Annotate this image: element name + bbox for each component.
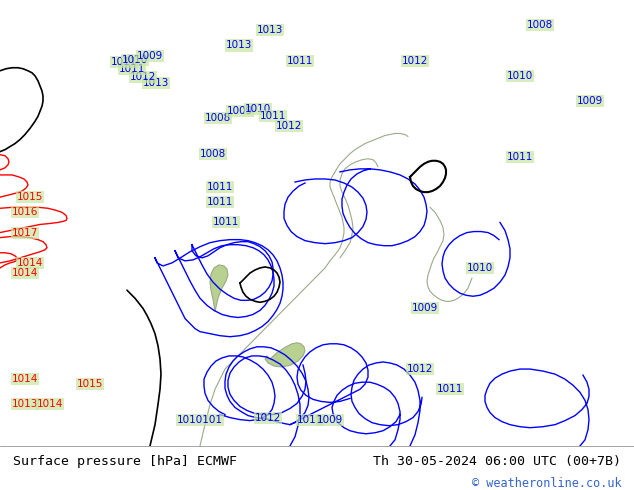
Polygon shape (210, 265, 228, 312)
Text: 1012: 1012 (402, 56, 428, 66)
Polygon shape (265, 343, 305, 367)
Text: 1013: 1013 (226, 41, 252, 50)
Text: 1008: 1008 (527, 20, 553, 30)
Text: Th 30-05-2024 06:00 UTC (00+7B): Th 30-05-2024 06:00 UTC (00+7B) (373, 455, 621, 468)
Text: 1009: 1009 (412, 303, 438, 314)
Text: 1011: 1011 (260, 111, 286, 122)
Text: 1009: 1009 (577, 96, 603, 106)
Text: 1015: 1015 (77, 379, 103, 389)
Text: 1011: 1011 (207, 197, 233, 207)
Text: 1014: 1014 (12, 268, 38, 278)
Text: Surface pressure [hPa] ECMWF: Surface pressure [hPa] ECMWF (13, 455, 236, 468)
Text: 1012: 1012 (276, 122, 302, 131)
Text: 1011: 1011 (111, 57, 137, 67)
Text: 1011: 1011 (119, 64, 145, 74)
Text: 1011: 1011 (437, 384, 463, 394)
Text: 1011: 1011 (207, 182, 233, 192)
Text: 1008: 1008 (205, 113, 231, 123)
Text: 1009: 1009 (227, 106, 253, 116)
Text: 1011: 1011 (287, 56, 313, 66)
Text: 1011: 1011 (297, 415, 323, 425)
Text: 1008: 1008 (200, 148, 226, 159)
Text: 1010: 1010 (467, 263, 493, 273)
Text: 1015: 1015 (17, 192, 43, 202)
Text: 1017: 1017 (12, 227, 38, 238)
Text: 1014: 1014 (17, 258, 43, 268)
Text: 1012: 1012 (407, 364, 433, 374)
Text: 1010: 1010 (122, 55, 148, 65)
Text: 1009: 1009 (317, 415, 343, 425)
Text: © weatheronline.co.uk: © weatheronline.co.uk (472, 477, 621, 490)
Text: 1011: 1011 (213, 218, 239, 227)
Text: 1010: 1010 (507, 71, 533, 81)
Text: 1014: 1014 (37, 399, 63, 410)
Text: 1013: 1013 (257, 25, 283, 35)
Text: 1010: 1010 (245, 104, 271, 114)
Text: 1010101: 1010101 (177, 415, 223, 425)
Text: 1016: 1016 (12, 207, 38, 218)
Text: 1012: 1012 (130, 72, 156, 82)
Text: 1013: 1013 (143, 78, 169, 88)
Text: 1014: 1014 (12, 374, 38, 384)
Text: 1009: 1009 (137, 50, 163, 61)
Text: 1012: 1012 (255, 413, 281, 422)
Text: 1013: 1013 (12, 399, 38, 410)
Text: 1011: 1011 (507, 152, 533, 162)
